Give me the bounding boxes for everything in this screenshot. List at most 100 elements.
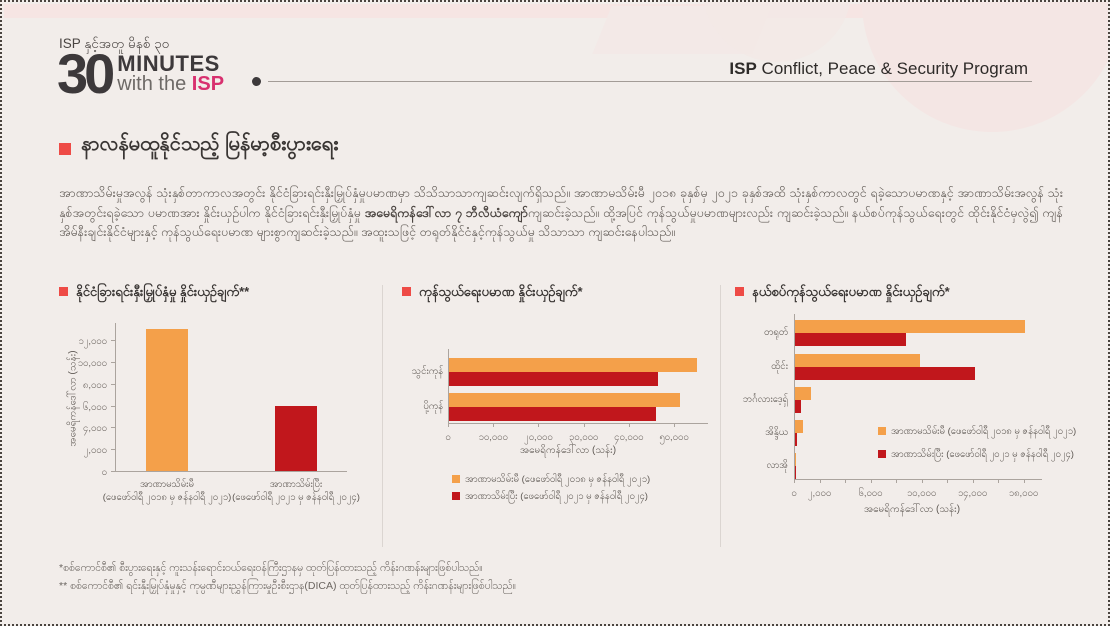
- section-bullet-icon: [59, 143, 71, 155]
- chart-fdi-title: နိုင်ငံခြားရင်းနှီးမြှုပ်နှံမှု နှိုင်းယ…: [59, 284, 369, 303]
- y-tick-label: ၂,၀၀၀: [83, 445, 107, 457]
- bar-category-label: ထိုင်း: [771, 360, 788, 372]
- bar-post-coup: [449, 407, 656, 421]
- x-tick-label: ၁၀,၀၀၀: [906, 488, 937, 499]
- bar-category-label: ပို့ကုန်: [423, 401, 443, 412]
- bar-post-coup: [795, 333, 906, 346]
- x-axis-title: အမေရိကန်ဒေါ်လာ (သန်း): [863, 504, 961, 515]
- x-axis-line: [448, 423, 708, 424]
- x-tick-label: ၂၀,၀၀၀: [524, 432, 553, 443]
- column-divider-1: [382, 285, 383, 547]
- tagline-burmese: ISP နှင့်အတူ မိနစ် ၃၀: [59, 36, 170, 51]
- legend-swatch-post-coup: [452, 492, 460, 500]
- bar-post-coup: [795, 465, 796, 479]
- paragraph-part1: အာဏာသိမ်းမှုအလွန် သုံးနှစ်တာကာလအတွင်း နိ…: [59, 186, 1063, 220]
- x-axis-line: [115, 471, 347, 472]
- y-axis-line: [448, 349, 449, 424]
- bar-pre-coup: [795, 387, 811, 400]
- column-divider-2: [720, 285, 721, 547]
- x-axis-tick: [819, 479, 821, 483]
- bar-pre-coup: [449, 358, 697, 372]
- x-tick-label: ၁၄,၀၀၀: [957, 488, 988, 499]
- logo-wordmark: MINUTES with the ISP: [117, 52, 224, 95]
- x-axis-tick: [921, 479, 923, 483]
- logo-withthe-text: with the ISP: [117, 74, 224, 95]
- chart-border-title: နယ်စပ်ကုန်သွယ်ရေးပမာဏ နှိုင်းယှဉ်ချက်*: [735, 284, 1085, 303]
- x-tick-label: ၃၀,၀၀၀: [568, 432, 599, 443]
- x-axis-title: အမေရိကန်ဒေါ်လာ (သန်း): [519, 445, 617, 456]
- chart-border-bullet-icon: [735, 287, 744, 296]
- legend-swatch-pre-coup: [452, 475, 460, 483]
- y-axis-tick: [111, 383, 115, 385]
- x-tick-label: ၁၈,၀၀၀: [1008, 488, 1039, 499]
- cat-line1: အာဏာမသိမ်းမီ: [140, 479, 194, 490]
- bar-post-coup: [275, 405, 317, 471]
- program-title-rest: Conflict, Peace & Security Program: [756, 59, 1028, 78]
- x-tick-label: ၀: [445, 432, 451, 443]
- section-title: နာလန်မထူနိုင်သည့် မြန်မာ့စီးပွားရေး: [81, 133, 339, 155]
- x-axis-minor-tick: [896, 479, 897, 483]
- y-tick-label: ၀: [101, 467, 107, 478]
- x-axis-tick: [972, 479, 974, 483]
- y-tick-label: ၆,၀၀၀: [82, 401, 107, 413]
- y-axis-line: [115, 323, 116, 472]
- legend-label: အာဏာသိမ်းပြီး (ဖေဖော်ဝါရီ ၂၀၂၁ မှ ဇန်နဝါ…: [891, 449, 1074, 460]
- y-tick-label: ၄,၀၀၀: [82, 423, 107, 435]
- program-title: ISP Conflict, Peace & Security Program: [729, 59, 1028, 79]
- bar-category-label: အိန္ဒိယ: [765, 427, 788, 438]
- chart-fdi-title-text: နိုင်ငံခြားရင်းနှီးမြှုပ်နှံမှု နှိုင်းယ…: [76, 284, 250, 299]
- logo-number-30: 30: [57, 42, 115, 105]
- x-tick-label: ၂,၀၀၀: [807, 488, 832, 499]
- y-tick-label: ၈,၀၀၀: [82, 379, 107, 391]
- bar-category-label: လာအို: [766, 459, 788, 471]
- x-tick-label: ၀: [791, 488, 797, 499]
- header-rule: [268, 81, 1032, 82]
- y-axis-line: [794, 314, 795, 480]
- y-axis-tick: [111, 405, 115, 407]
- legend-label: အာဏာမသိမ်းမီ (ဖေဖော်ဝါရီ ၂၀၁၈ မှ ဇန်နဝါရ…: [891, 426, 1077, 437]
- y-tick-label: ၁၀,၀၀၀: [77, 358, 107, 369]
- bar-pre-coup: [795, 452, 797, 466]
- intro-paragraph: အာဏာသိမ်းမှုအလွန် သုံးနှစ်တာကာလအတွင်း နိ…: [59, 184, 1063, 243]
- legend-swatch-pre-coup: [878, 427, 886, 435]
- x-axis-tick: [794, 479, 795, 483]
- x-axis-tick: [628, 423, 630, 427]
- legend-label: အာဏာမသိမ်းမီ (ဖေဖော်ဝါရီ ၂၀၁၈ မှ ဇန်နဝါရ…: [465, 474, 651, 485]
- x-axis-tick: [448, 423, 449, 427]
- bar-pre-coup: [795, 420, 804, 433]
- y-tick-label: ၁၂,၀၀၀: [78, 336, 107, 348]
- bar-post-coup: [449, 372, 659, 386]
- bar-category-label: အာဏာသိမ်းပြီး (ဖေဖော်ဝါရီ ၂၀၂၁ မှ ဇန်နဝါရ…: [214, 478, 378, 504]
- x-axis-line: [794, 479, 1042, 480]
- bar-category-label: အာဏာမသိမ်းမီ (ဖေဖော်ဝါရီ ၂၀၁၈ မှ ဇန်နဝါရီ…: [85, 478, 249, 504]
- bar-post-coup: [795, 433, 797, 446]
- bar-pre-coup: [795, 320, 1025, 333]
- x-tick-label: ၁၀,၀၀၀: [478, 432, 508, 443]
- y-axis-tick: [111, 427, 115, 429]
- y-axis-title: အမေရိကန်ဒေါ်လာ (သန်း): [67, 350, 79, 447]
- bar-category-label: တရုတ်: [764, 327, 788, 338]
- chart-trade-title-text: ကုန်သွယ်ရေးပမာဏ နှိုင်းယှဉ်ချက်*: [419, 284, 583, 299]
- x-tick-label: ၅၀,၀၀၀: [659, 432, 689, 443]
- x-axis-minor-tick: [947, 479, 948, 483]
- x-axis-tick: [583, 423, 585, 427]
- x-axis-tick: [870, 479, 872, 483]
- cat-line2: (ဖေဖော်ဝါရီ ၂၀၁၈ မှ ဇန်နဝါရီ ၂၀၂၁): [102, 492, 232, 503]
- legend-label: အာဏာသိမ်းပြီး (ဖေဖော်ဝါရီ ၂၀၂၁ မှ ဇန်နဝါ…: [465, 491, 648, 502]
- header-dot: [252, 77, 261, 86]
- bar-category-label: ဘင်္ဂလားဒေ့ရှ်: [743, 394, 788, 405]
- paragraph-bold: အမေရိကန်ဒေါ်လာ ၇ ဘီလီယံကျော်: [364, 205, 528, 220]
- x-axis-tick: [538, 423, 540, 427]
- chart-border-title-text: နယ်စပ်ကုန်သွယ်ရေးပမာဏ နှိုင်းယှဉ်ချက်*: [752, 284, 950, 299]
- bar-post-coup: [795, 400, 802, 413]
- chart-fdi-bullet-icon: [59, 287, 68, 296]
- bar-pre-coup: [449, 393, 680, 407]
- logo-withthe-span: with the: [117, 73, 187, 95]
- footnote-2: ** စစ်ကောင်စီ၏ ရင်းနှီးမြှုပ်နှံမှုနှင့်…: [59, 580, 516, 592]
- y-axis-tick: [111, 471, 115, 472]
- chart-trade-title: ကုန်သွယ်ရေးပမာဏ နှိုင်းယှဉ်ချက်*: [402, 284, 702, 303]
- chart-trade-bullet-icon: [402, 287, 411, 296]
- x-tick-label: ၆,၀၀၀: [858, 488, 883, 499]
- bar-category-label: သွင်းကုန်: [411, 366, 443, 377]
- bar-post-coup: [795, 366, 975, 380]
